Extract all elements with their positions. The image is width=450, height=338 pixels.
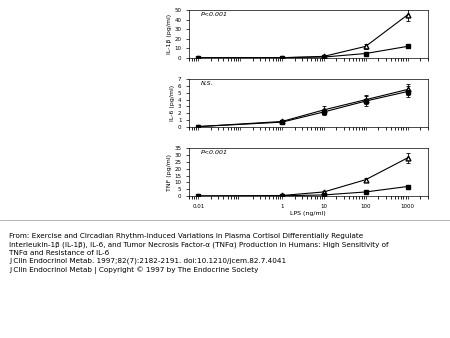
Y-axis label: IL-1β (pg/ml): IL-1β (pg/ml) xyxy=(166,14,171,54)
Y-axis label: TNF (pg/ml): TNF (pg/ml) xyxy=(166,154,171,191)
Text: P<0.001: P<0.001 xyxy=(201,150,228,155)
Text: From: Exercise and Circadian Rhythm-Induced Variations in Plasma Cortisol Differ: From: Exercise and Circadian Rhythm-Indu… xyxy=(9,233,388,274)
Text: P<0.001: P<0.001 xyxy=(201,12,228,17)
X-axis label: LPS (ng/ml): LPS (ng/ml) xyxy=(290,212,326,216)
Text: N.S.: N.S. xyxy=(201,81,214,86)
Y-axis label: IL-6 (pg/ml): IL-6 (pg/ml) xyxy=(170,85,175,121)
